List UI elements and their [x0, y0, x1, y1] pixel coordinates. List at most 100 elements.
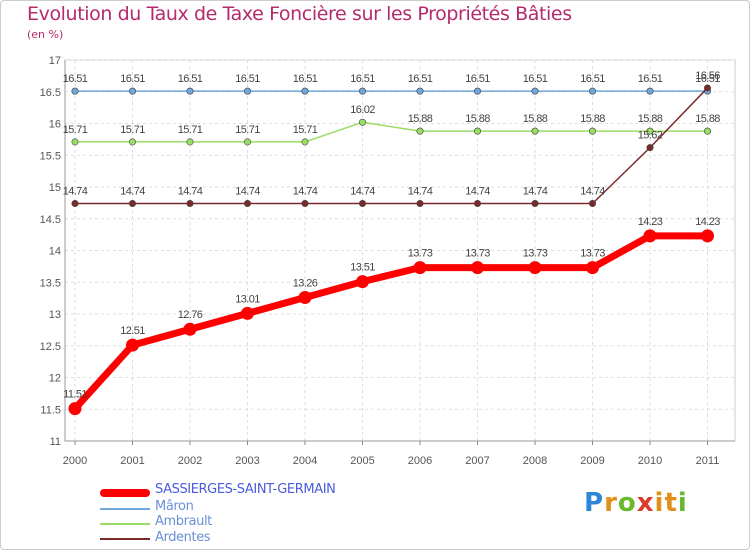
x-tick-label: 2003: [235, 455, 259, 467]
data-point: [358, 87, 366, 95]
data-label: 13.51: [350, 262, 375, 274]
y-tick-label: 16: [49, 119, 61, 131]
data-point: [586, 261, 599, 275]
x-tick-label: 2010: [638, 455, 662, 467]
data-point: [646, 87, 654, 95]
y-tick-label: 14.5: [40, 214, 61, 226]
data-label: 15.71: [63, 124, 88, 136]
y-tick-label: 15: [49, 182, 61, 194]
logo-letter: P: [584, 488, 605, 518]
data-label: 13.73: [523, 248, 548, 260]
logo-letter: x: [636, 488, 655, 518]
logo-letter: r: [604, 488, 618, 518]
data-point: [244, 138, 252, 146]
data-label: 16.51: [178, 73, 203, 85]
data-point: [186, 87, 194, 95]
series-line-ambrault: [75, 121, 708, 143]
y-tick-label: 16.5: [40, 87, 61, 99]
data-label: 15.71: [235, 124, 260, 136]
data-point: [129, 138, 137, 146]
x-tick-label: 2005: [350, 455, 374, 467]
y-tick-label: 12.5: [40, 341, 61, 353]
data-point: [68, 402, 82, 416]
y-tick-label: 11: [50, 436, 61, 448]
data-label: 16.02: [350, 104, 375, 116]
data-label: 15.88: [638, 113, 663, 125]
data-point: [301, 138, 309, 146]
data-label: 16.51: [63, 73, 88, 85]
data-point: [416, 127, 424, 135]
data-label: 16.51: [293, 73, 318, 85]
data-label-layer: 16.51 16.51 16.51 16.51 16.51 16.51 16.51 16.51…: [63, 70, 721, 401]
x-tick-label: 2002: [178, 455, 202, 467]
data-point: [71, 138, 79, 146]
series-line-sassierges-saint-germain: [72, 232, 708, 411]
data-label: 16.51: [408, 73, 433, 85]
data-label: 16.51: [580, 73, 605, 85]
legend-label-ambrault: Ambrault: [155, 514, 212, 529]
data-label: 12.51: [120, 325, 145, 337]
data-point: [646, 127, 654, 135]
data-point: [528, 261, 542, 275]
plot-area: [64, 59, 736, 442]
data-point: [413, 261, 427, 275]
logo-letter: i: [677, 488, 688, 518]
data-label: 13.01: [235, 293, 260, 305]
data-label: 16.51: [120, 73, 145, 85]
legend-label-ardentes: Ardentes: [155, 530, 211, 545]
data-point: [531, 87, 539, 95]
data-label: 16.51: [465, 73, 490, 85]
legend-swatch-sassierges: [100, 489, 150, 497]
data-label: 14.74: [580, 186, 605, 198]
x-tick-label: 2007: [465, 455, 489, 467]
y-tick-label: 14: [49, 246, 61, 258]
data-point: [301, 87, 309, 95]
x-tick-label: 2011: [696, 455, 720, 467]
data-label: 15.62: [638, 130, 663, 142]
data-label: 11.51: [63, 389, 87, 401]
data-label: 15.88: [695, 113, 720, 125]
data-point: [186, 200, 194, 208]
data-point: [473, 87, 481, 95]
data-point: [126, 338, 139, 352]
data-point: [703, 84, 711, 92]
data-label: 15.88: [580, 113, 605, 125]
data-label: 15.71: [120, 124, 145, 136]
y-tick-label: 11.5: [40, 404, 61, 416]
axis-layer: 11 11.5 12 12.5 13 13.5 14 14.5 15 15.5 16 16.5 17 20…: [40, 55, 735, 467]
data-point: [473, 200, 481, 208]
data-point: [71, 87, 79, 95]
data-label: 14.74: [408, 186, 433, 198]
data-point: [358, 200, 366, 208]
data-point: [588, 200, 596, 208]
data-point: [183, 322, 197, 336]
x-tick-label: 2009: [580, 455, 604, 467]
data-point: [643, 229, 657, 243]
logo-letter: t: [664, 488, 678, 518]
data-label: 13.73: [408, 248, 433, 260]
y-axis-unit-label: (en %): [27, 28, 64, 41]
x-tick-label: 2004: [293, 455, 317, 467]
data-label: 16.56: [695, 70, 720, 82]
data-point: [129, 87, 137, 95]
data-point: [646, 144, 654, 152]
data-label: 14.74: [523, 186, 548, 198]
data-label: 16.51: [638, 73, 663, 85]
y-tick-label: 13: [49, 309, 61, 321]
data-point: [71, 200, 79, 208]
data-label: 14.74: [63, 186, 88, 198]
y-tick-label: 13.5: [40, 277, 61, 289]
data-point: [244, 200, 252, 208]
data-label: 16.51: [695, 73, 720, 85]
data-point: [244, 87, 252, 95]
data-label: 14.74: [235, 186, 260, 198]
data-label: 14.74: [465, 186, 490, 198]
data-label: 15.88: [465, 113, 490, 125]
data-point: [701, 229, 714, 243]
data-label: 14.74: [120, 186, 145, 198]
x-tick-label: 2000: [63, 455, 87, 467]
data-point: [531, 127, 539, 135]
data-point: [301, 200, 309, 208]
data-label: 16.51: [523, 73, 548, 85]
